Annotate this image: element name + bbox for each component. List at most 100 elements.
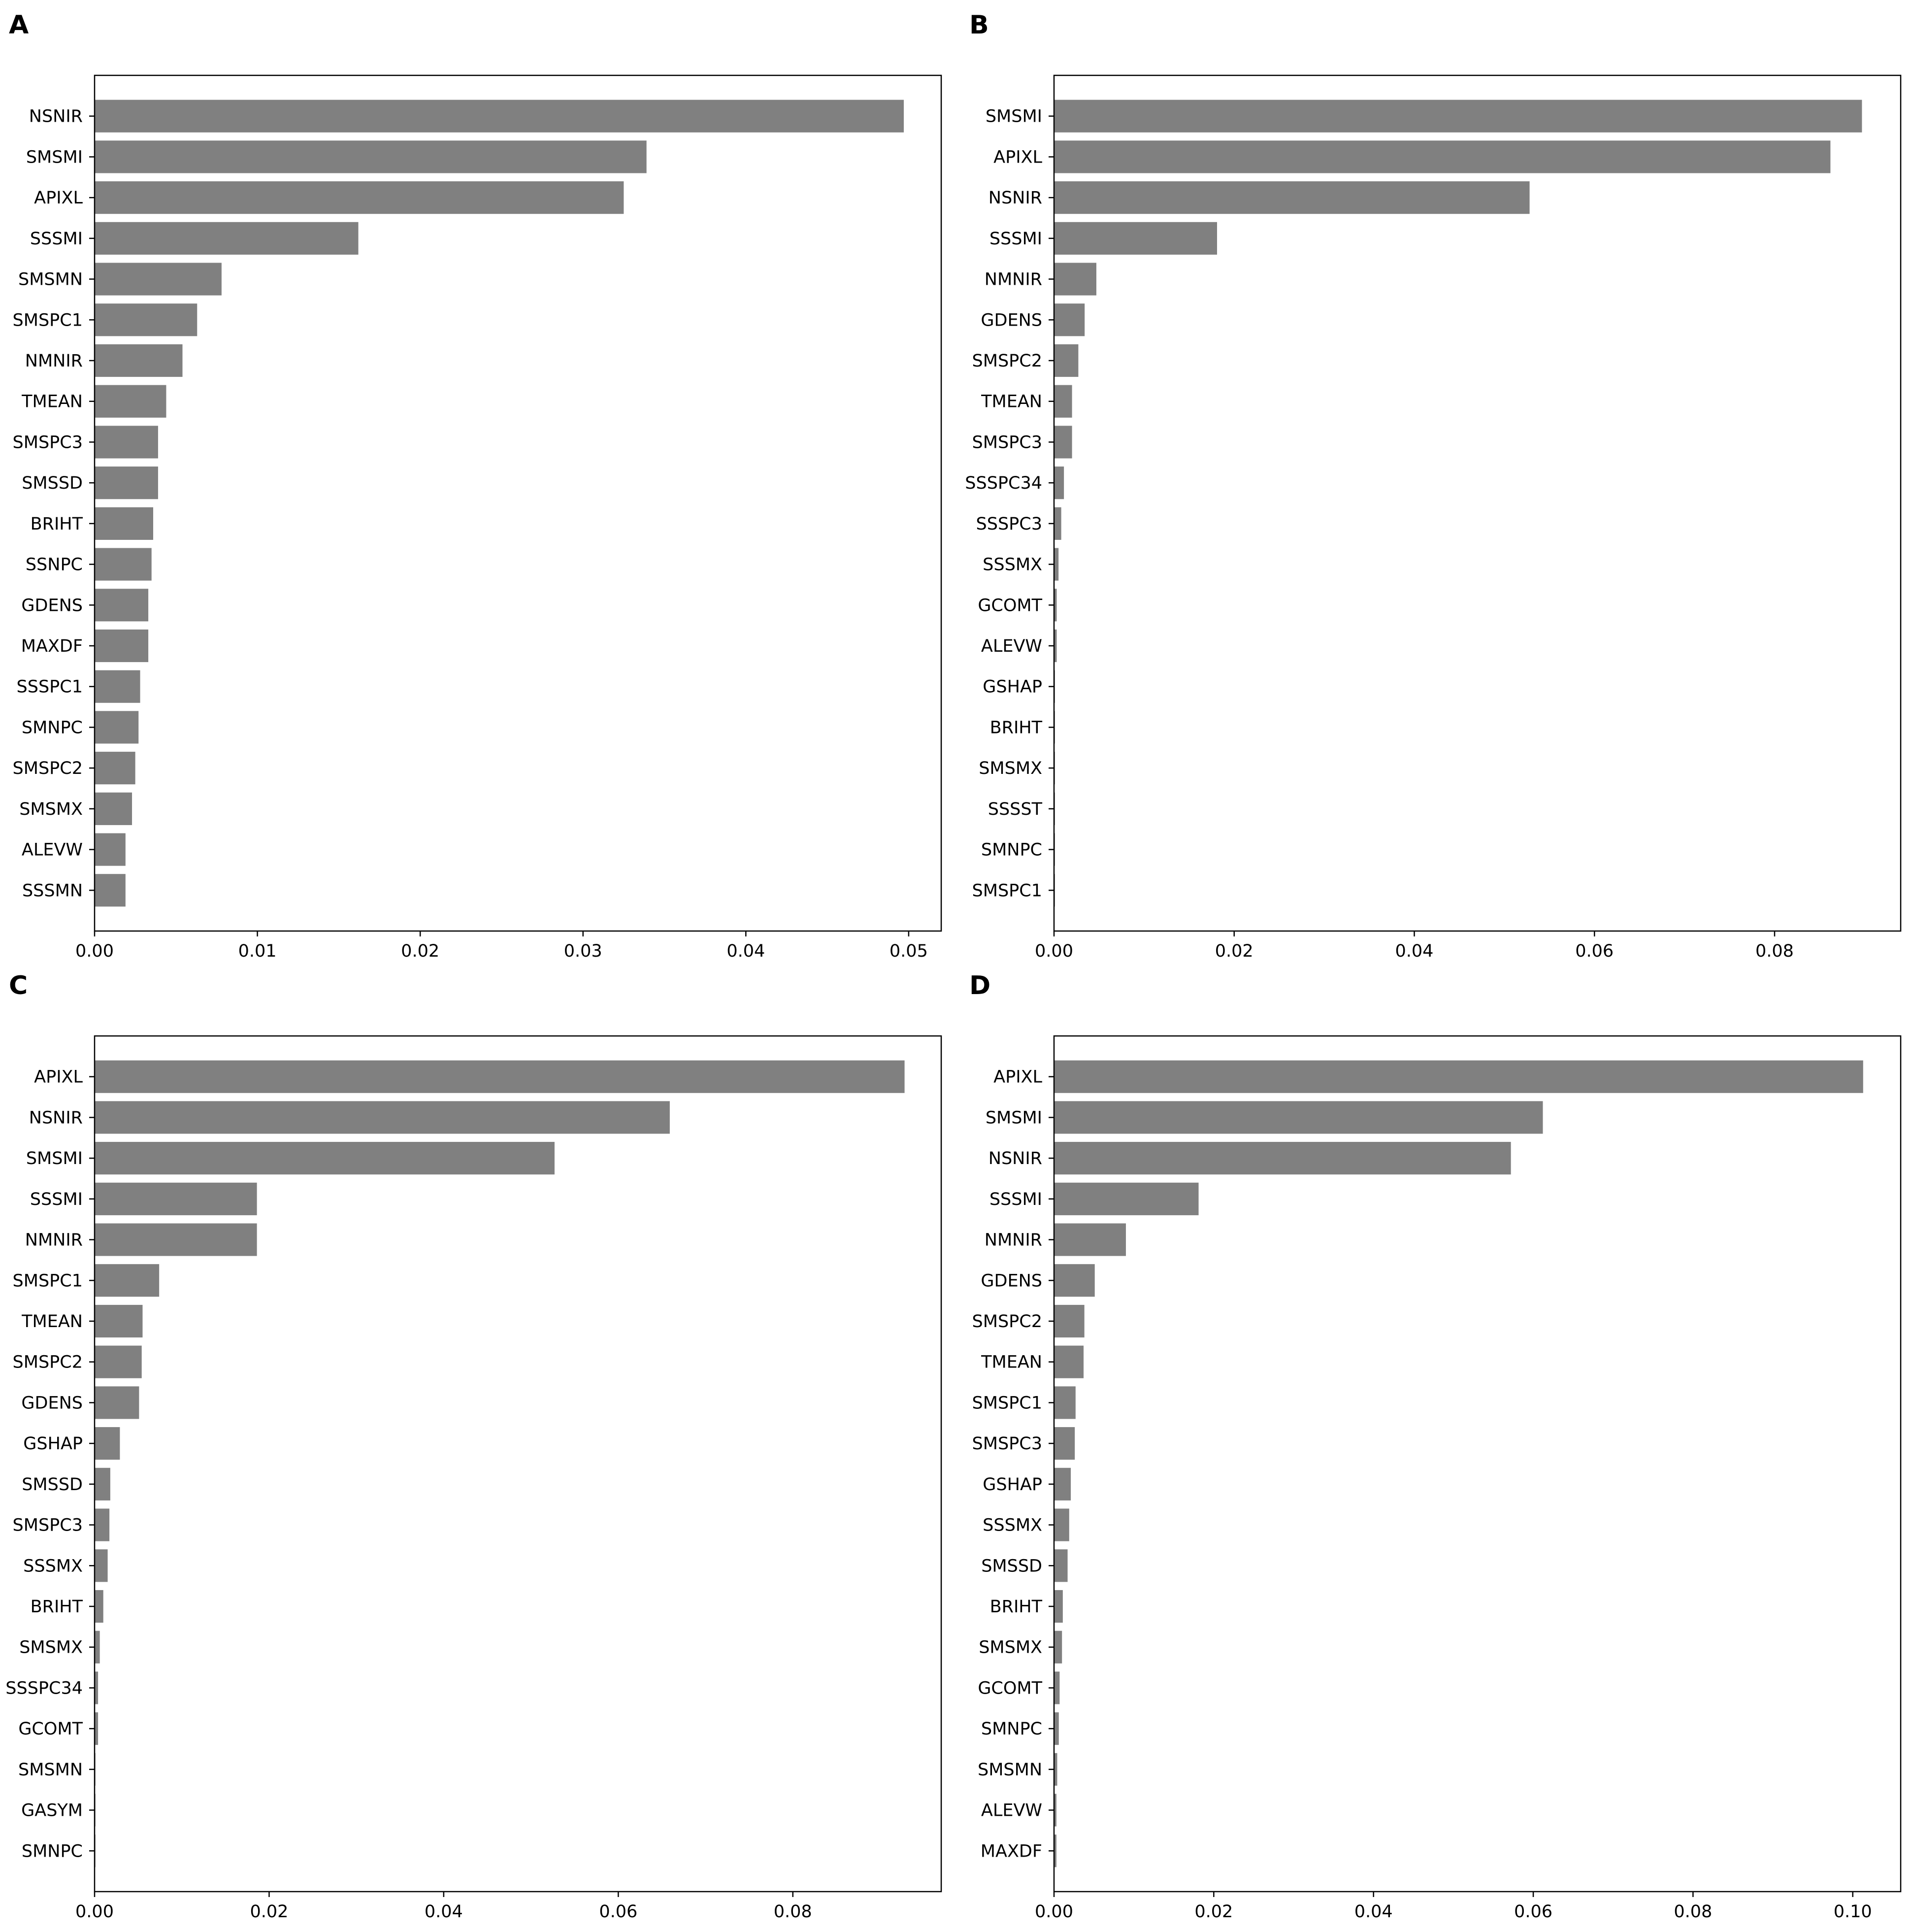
x-tick-label: 0.04 xyxy=(726,941,765,961)
y-tick-label: SMSMI xyxy=(986,107,1042,127)
y-tick-label: GDENS xyxy=(21,1393,83,1413)
bar xyxy=(1054,1386,1076,1419)
bar xyxy=(95,344,183,377)
bar xyxy=(1054,222,1217,255)
y-tick-label: SMSPC3 xyxy=(13,1516,83,1535)
bar xyxy=(95,140,647,173)
y-tick-label: NSNIR xyxy=(989,1149,1042,1168)
bar xyxy=(1054,548,1059,581)
x-tick-label: 0.02 xyxy=(250,1902,288,1922)
y-tick-label: SSSPC34 xyxy=(965,473,1042,493)
bar xyxy=(1054,1794,1056,1827)
panel-d: D APIXL SMSMI NSNIR SSSMI NMNIR GDENS SMSPC2 TME… xyxy=(969,971,1902,1922)
y-tick-label: SMSPC2 xyxy=(972,1312,1042,1332)
y-tick-label: SMSMN xyxy=(978,1760,1042,1780)
x-tick-label: 0.08 xyxy=(1674,1902,1712,1922)
bar xyxy=(1054,140,1831,173)
bar xyxy=(95,263,222,296)
x-tick-label: 0.08 xyxy=(1755,941,1794,961)
y-tick-label: SSSPC3 xyxy=(976,514,1042,534)
bar xyxy=(1054,303,1085,336)
y-tick-label: SMNPC xyxy=(981,840,1042,860)
x-tick-label: 0.10 xyxy=(1834,1902,1872,1922)
y-tick-label: ALEVW xyxy=(22,840,83,860)
bar xyxy=(1054,1182,1199,1215)
bar xyxy=(1054,1345,1084,1378)
bar xyxy=(95,1590,103,1623)
bar xyxy=(1054,1060,1863,1093)
y-tick-label: TMEAN xyxy=(981,1353,1042,1372)
bar xyxy=(95,1386,139,1419)
y-tick-label: TMEAN xyxy=(981,392,1042,412)
y-tick-label: SSSMI xyxy=(30,229,83,249)
x-tick-label: 0.06 xyxy=(599,1902,637,1922)
y-tick-label: BRIHT xyxy=(990,1597,1043,1617)
bar xyxy=(1054,1304,1085,1338)
bar xyxy=(95,1671,99,1704)
y-tick-label: NMNIR xyxy=(985,1231,1042,1250)
y-tick-label: SMSPC2 xyxy=(13,759,83,778)
bar xyxy=(1054,385,1072,418)
bar xyxy=(1054,426,1072,459)
bar xyxy=(1054,1834,1056,1867)
bar xyxy=(95,222,359,255)
bar xyxy=(1054,1631,1062,1664)
y-tick-label: SMSSD xyxy=(981,1556,1042,1576)
bar xyxy=(95,181,624,214)
y-tick-label: SMSPC2 xyxy=(13,1353,83,1372)
bar xyxy=(95,548,152,581)
bar xyxy=(95,833,126,866)
panel-letter: C xyxy=(9,971,28,1000)
x-tick-label: 0.04 xyxy=(1395,941,1434,961)
panel-letter: D xyxy=(969,971,990,1000)
bar xyxy=(95,1508,110,1541)
y-tick-label: SSSMI xyxy=(989,229,1042,249)
y-tick-label: SSSMN xyxy=(22,881,83,900)
bar xyxy=(95,1264,160,1297)
bar xyxy=(1054,100,1862,133)
y-tick-label: SMSMX xyxy=(979,1638,1042,1658)
y-tick-label: NSNIR xyxy=(29,1108,83,1128)
y-tick-label: APIXL xyxy=(993,147,1042,167)
y-tick-label: GDENS xyxy=(981,310,1042,330)
y-tick-label: SMNPC xyxy=(981,1719,1042,1739)
bar xyxy=(1054,1264,1095,1297)
y-tick-label: APIXL xyxy=(34,188,83,208)
bar xyxy=(95,1304,143,1338)
panel-letter: B xyxy=(969,10,989,40)
y-tick-label: MAXDF xyxy=(21,636,83,656)
y-tick-label: SMSPC1 xyxy=(13,310,83,330)
panel-c: C APIXL NSNIR SMSMI SSSMI NMNIR SMSPC1 TMEAN SMS… xyxy=(5,971,942,1922)
bar xyxy=(1054,589,1057,622)
bar xyxy=(1054,1427,1075,1460)
bar xyxy=(95,1223,257,1256)
bar xyxy=(95,670,140,703)
y-tick-label: SMSMX xyxy=(19,1638,83,1658)
bar xyxy=(1054,1101,1543,1134)
y-tick-label: SMSMN xyxy=(18,1760,83,1780)
y-tick-label: TMEAN xyxy=(21,1312,83,1332)
y-tick-label: SMSSD xyxy=(22,1475,83,1495)
panel-letter: A xyxy=(9,10,29,40)
y-tick-label: SMSMI xyxy=(26,1149,83,1168)
axes-frame xyxy=(94,74,942,932)
y-tick-label: GCOMT xyxy=(18,1719,83,1739)
y-tick-label: NMNIR xyxy=(25,1231,83,1250)
y-tick-label: GCOMT xyxy=(978,596,1042,615)
bar xyxy=(95,1142,555,1175)
x-tick-label: 0.01 xyxy=(238,941,277,961)
y-tick-label: SMSPC3 xyxy=(13,433,83,452)
y-tick-label: SSSMX xyxy=(23,1556,83,1576)
x-tick-label: 0.06 xyxy=(1514,1902,1552,1922)
y-tick-label: MAXDF xyxy=(981,1841,1042,1861)
y-tick-label: SMNPC xyxy=(22,1841,83,1861)
y-tick-label: BRIHT xyxy=(990,718,1043,737)
x-tick-label: 0.04 xyxy=(1354,1902,1393,1922)
bar xyxy=(95,711,139,744)
y-tick-label: SMSPC1 xyxy=(972,881,1042,900)
bar xyxy=(95,629,149,663)
bar xyxy=(95,507,154,540)
y-tick-label: NMNIR xyxy=(985,270,1042,290)
y-tick-label: SSSPC1 xyxy=(17,677,83,697)
